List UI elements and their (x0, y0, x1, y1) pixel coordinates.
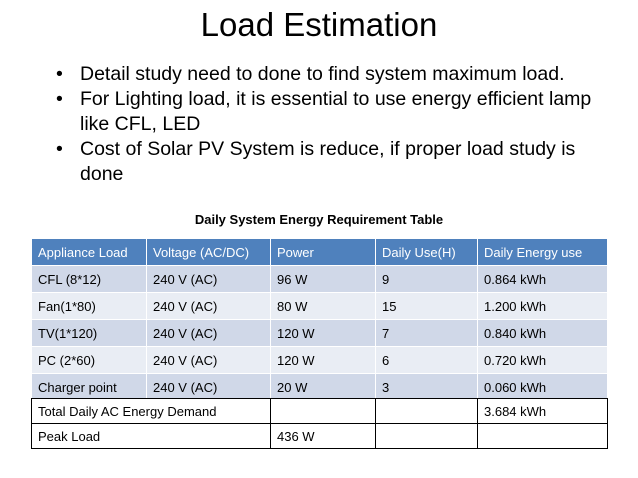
column-header-voltage: Voltage (AC/DC) (146, 238, 271, 266)
table-cell: 0.720 kWh (477, 346, 608, 374)
table-cell: 120 W (270, 346, 376, 374)
table-cell: PC (2*60) (31, 346, 147, 374)
table-row: TV(1*120) 240 V (AC) 120 W 7 0.840 kWh (31, 319, 608, 347)
summary-row-peak: Peak Load 436 W (31, 423, 608, 449)
table-cell: 240 V (AC) (146, 346, 271, 374)
table-cell: 7 (375, 319, 478, 347)
total-demand-value: 3.684 kWh (477, 398, 608, 424)
summary-row-total: Total Daily AC Energy Demand 3.684 kWh (31, 398, 608, 424)
peak-load-value: 436 W (270, 423, 376, 449)
energy-requirement-table: Appliance Load Voltage (AC/DC) Power Dai… (31, 238, 608, 401)
table-cell: 1.200 kWh (477, 292, 608, 320)
table-cell: 0.864 kWh (477, 265, 608, 293)
table-cell: 9 (375, 265, 478, 293)
empty-cell (375, 423, 478, 449)
total-demand-label: Total Daily AC Energy Demand (31, 398, 271, 424)
table-cell: CFL (8*12) (31, 265, 147, 293)
empty-cell (270, 398, 376, 424)
table-row: Fan(1*80) 240 V (AC) 80 W 15 1.200 kWh (31, 292, 608, 320)
table-caption: Daily System Energy Requirement Table (194, 212, 444, 227)
table-cell: 96 W (270, 265, 376, 293)
empty-cell (477, 423, 608, 449)
table-cell: 240 V (AC) (146, 265, 271, 293)
table-cell: 0.840 kWh (477, 319, 608, 347)
peak-load-label: Peak Load (31, 423, 271, 449)
table-cell: 3 (375, 373, 478, 401)
column-header-daily-energy: Daily Energy use (477, 238, 608, 266)
column-header-daily-use: Daily Use(H) (375, 238, 478, 266)
column-header-appliance: Appliance Load (31, 238, 147, 266)
bullet-item: For Lighting load, it is essential to us… (56, 87, 616, 137)
table-cell: Fan(1*80) (31, 292, 147, 320)
table-row: Charger point 240 V (AC) 20 W 3 0.060 kW… (31, 373, 608, 401)
table-cell: 240 V (AC) (146, 319, 271, 347)
summary-table: Total Daily AC Energy Demand 3.684 kWh P… (31, 398, 608, 449)
bullet-list: Detail study need to done to find system… (56, 62, 616, 187)
bullet-item: Detail study need to done to find system… (56, 62, 616, 87)
table-cell: Charger point (31, 373, 147, 401)
table-row: CFL (8*12) 240 V (AC) 96 W 9 0.864 kWh (31, 265, 608, 293)
table-cell: 120 W (270, 319, 376, 347)
table-cell: 0.060 kWh (477, 373, 608, 401)
table-cell: 240 V (AC) (146, 292, 271, 320)
table-cell: TV(1*120) (31, 319, 147, 347)
slide-title: Load Estimation (200, 6, 438, 43)
table-cell: 20 W (270, 373, 376, 401)
table-cell: 15 (375, 292, 478, 320)
table-cell: 240 V (AC) (146, 373, 271, 401)
table-cell: 6 (375, 346, 478, 374)
bullet-item: Cost of Solar PV System is reduce, if pr… (56, 137, 616, 187)
table-row: PC (2*60) 240 V (AC) 120 W 6 0.720 kWh (31, 346, 608, 374)
table-header-row: Appliance Load Voltage (AC/DC) Power Dai… (31, 238, 608, 266)
empty-cell (375, 398, 478, 424)
table-cell: 80 W (270, 292, 376, 320)
column-header-power: Power (270, 238, 376, 266)
